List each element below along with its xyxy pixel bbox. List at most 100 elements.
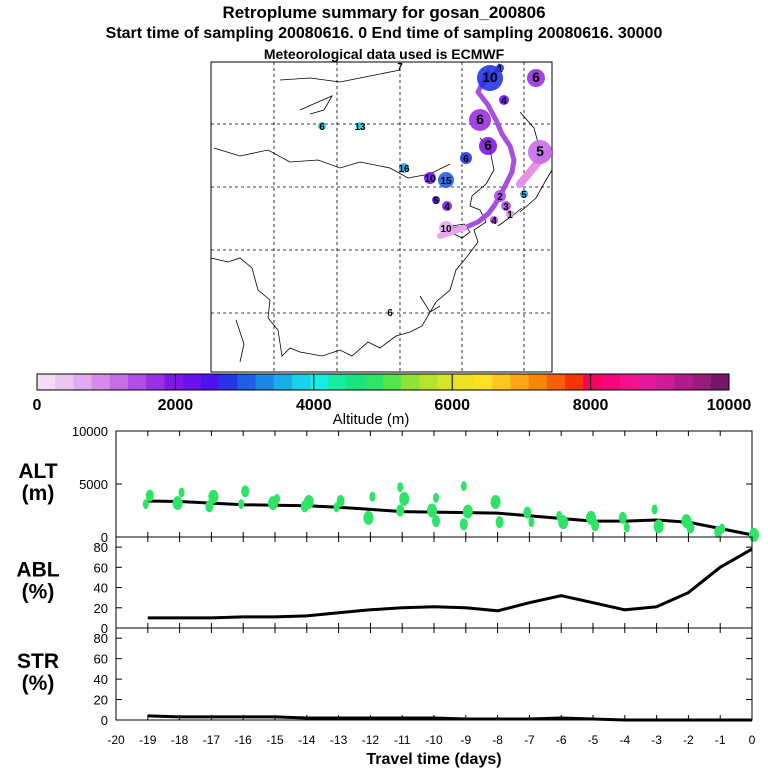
trajectory-marker: 10 xyxy=(439,221,453,235)
colorbar-segment xyxy=(474,374,493,390)
series-line-abl xyxy=(147,547,753,620)
altitude-cluster-point xyxy=(681,514,692,529)
marker-label: 6 xyxy=(319,122,325,133)
marker-label: 13 xyxy=(354,122,366,133)
panel-frame xyxy=(115,627,753,721)
trajectory-line xyxy=(445,69,517,233)
marker-circle xyxy=(432,196,440,204)
y-tick-label: 0 xyxy=(101,530,108,545)
panel-label: (%) xyxy=(22,581,55,604)
y-tick-label: 5000 xyxy=(79,477,108,492)
altitude-cluster-point xyxy=(462,504,473,519)
colorbar-tick-label: 6000 xyxy=(434,397,470,414)
altitude-cluster-point xyxy=(208,489,219,504)
marker-label: 5 xyxy=(433,196,439,207)
altitude-cluster-point xyxy=(586,510,596,525)
colorbar-segment xyxy=(91,374,111,390)
colorbar-segment xyxy=(583,374,603,390)
panel-alt: 10000 5000 0 ALT(m) xyxy=(18,424,759,545)
y-tick-label: 40 xyxy=(94,672,108,687)
trajectory-marker: 5 xyxy=(520,190,528,201)
marker-label: 4 xyxy=(491,216,497,227)
time-series-panels: 1000050000ALT(m)806040200ABL(%)806040200… xyxy=(16,424,759,768)
colorbar-segment xyxy=(619,374,639,390)
colorbar-segment xyxy=(419,374,439,390)
marker-circle xyxy=(527,69,545,87)
trajectory-marker: 4 xyxy=(499,95,509,107)
marker-label: 16 xyxy=(398,164,410,175)
trajectory-marker: 7 xyxy=(397,62,403,73)
altitude-cluster-point xyxy=(495,516,504,529)
x-tick-label: -16 xyxy=(235,733,253,747)
marker-label: 10 xyxy=(424,174,436,185)
x-tick-label: -6 xyxy=(556,733,567,747)
x-tick-label: -17 xyxy=(203,733,221,747)
marker-circle xyxy=(479,137,497,155)
panel-label: ABL xyxy=(16,559,59,582)
altitude-cluster-point xyxy=(397,482,404,493)
marker-label: 10 xyxy=(440,224,452,235)
colorbar-segment xyxy=(164,374,184,390)
altitude-cluster-point xyxy=(363,510,374,525)
x-axis-title: Travel time (days) xyxy=(366,751,501,768)
x-tick-label: -3 xyxy=(651,733,662,747)
altitude-cluster-point xyxy=(528,517,535,528)
colorbar-segment xyxy=(200,374,220,390)
y-tick-label: 80 xyxy=(94,631,108,646)
marker-circle xyxy=(520,190,528,198)
trajectory-marker: 3 xyxy=(501,201,511,213)
colorbar-segment xyxy=(455,374,475,390)
x-tick-label: -15 xyxy=(266,733,284,747)
colorbar-segment xyxy=(255,374,275,390)
altitude-cluster-point xyxy=(396,504,405,517)
series-line-alt xyxy=(147,499,753,537)
altitude-cluster-point xyxy=(653,519,664,534)
trajectory-marker: 4 xyxy=(442,201,452,213)
x-tick-label: 0 xyxy=(749,733,756,747)
y-tick-label: 80 xyxy=(94,540,108,555)
altitude-cluster-point xyxy=(623,522,630,533)
marker-label: 5 xyxy=(521,190,527,201)
altitude-cluster-point xyxy=(433,492,439,503)
x-tick-label: -1 xyxy=(715,733,726,747)
colorbar-segment xyxy=(328,374,348,390)
marker-label: 4 xyxy=(501,96,507,107)
colorbar-segment xyxy=(601,374,621,390)
marker-circle xyxy=(439,221,453,235)
marker-circle xyxy=(460,152,472,164)
marker-label: 1 xyxy=(507,210,513,221)
altitude-cluster-point xyxy=(714,525,723,538)
altitude-cluster-point xyxy=(145,489,154,502)
y-tick-label: 60 xyxy=(94,652,108,667)
altitude-cluster-point xyxy=(178,487,185,498)
y-tick-label: 10000 xyxy=(72,424,108,439)
marker-circle xyxy=(424,172,436,184)
trajectory-marker: 4 xyxy=(490,216,498,227)
altitude-cluster-point xyxy=(460,481,467,492)
y-tick-label: 40 xyxy=(94,581,108,596)
x-tick-label: -20 xyxy=(107,733,125,747)
colorbar-segment xyxy=(73,374,93,390)
y-tick-label: 0 xyxy=(101,621,108,636)
x-tick-label: -4 xyxy=(619,733,630,747)
marker-circle xyxy=(499,95,509,105)
colorbar-tick-labels: 0 2000 4000 6000 8000 10000 xyxy=(33,374,751,414)
altitude-cluster-point xyxy=(749,527,759,542)
colorbar-segment xyxy=(346,374,366,390)
trajectory-marker: 6 xyxy=(527,69,545,87)
colorbar-segment xyxy=(310,374,329,390)
marker-label: 6 xyxy=(532,69,540,85)
colorbar-segment xyxy=(383,374,402,390)
colorbar-tick-label: 4000 xyxy=(296,397,332,414)
marker-circle xyxy=(356,122,364,130)
x-tick-label: -13 xyxy=(330,733,348,747)
colorbar-segment xyxy=(291,374,311,390)
colorbar-label: Altitude (m) xyxy=(333,411,410,428)
marker-circle xyxy=(318,122,326,130)
colorbar-segment xyxy=(674,374,694,390)
x-tick-label: -14 xyxy=(298,733,316,747)
colorbar-segment xyxy=(237,374,257,390)
panel-abl: 80 60 40 20 0 ABL(%) xyxy=(16,536,753,636)
marker-label: 6 xyxy=(463,154,469,165)
